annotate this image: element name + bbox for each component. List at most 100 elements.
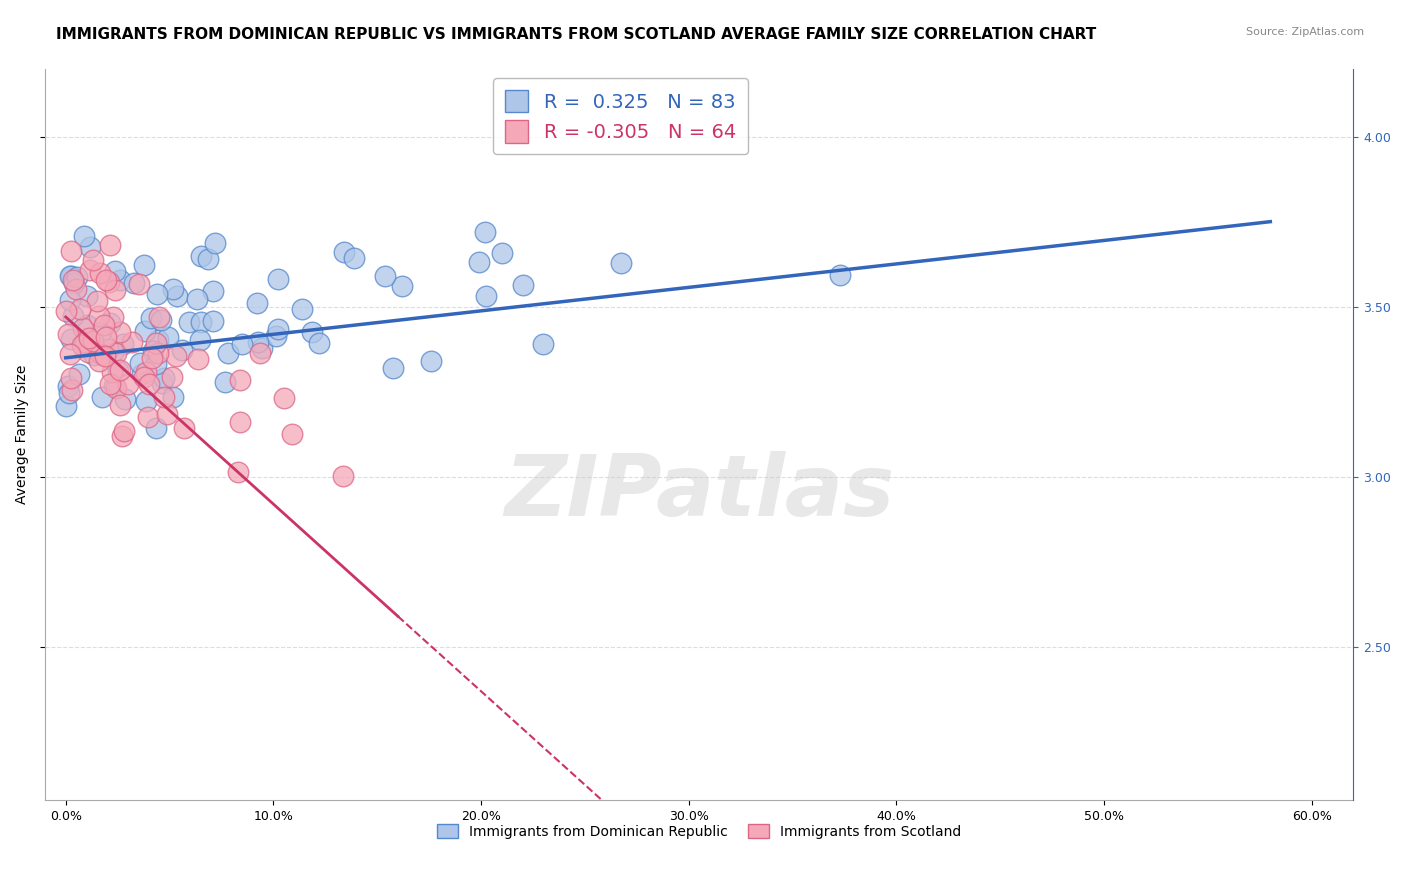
Point (135, 393, 157, 408)
Point (162, 390, 184, 404)
Point (121, 334, 143, 349)
Point (281, 426, 304, 441)
Point (391, 278, 413, 293)
Point (56, 379, 79, 393)
Point (72, 340, 94, 354)
Legend: Immigrants from Dominican Republic, Immigrants from Scotland: Immigrants from Dominican Republic, Immi… (432, 819, 967, 845)
Point (148, 310, 170, 324)
Point (58, 386, 80, 401)
Point (104, 284, 127, 298)
Point (468, 254, 491, 268)
Point (162, 282, 184, 296)
Point (128, 277, 150, 291)
Point (135, 365, 157, 379)
Text: ZIPatlas: ZIPatlas (505, 451, 894, 534)
Point (142, 344, 165, 359)
Point (98, 275, 121, 289)
Point (830, 268, 852, 282)
Point (229, 374, 252, 388)
Point (104, 264, 127, 278)
Point (76, 318, 98, 332)
Point (132, 258, 155, 272)
Y-axis label: Average Family Size: Average Family Size (15, 365, 30, 504)
Point (98, 316, 121, 330)
Point (474, 225, 496, 239)
Point (56, 327, 79, 342)
Point (190, 249, 212, 263)
Point (82, 334, 104, 348)
Point (533, 336, 555, 351)
Point (134, 324, 156, 338)
Point (89, 266, 111, 280)
Point (73, 228, 96, 243)
Point (475, 289, 498, 303)
Point (333, 244, 356, 259)
Point (89, 326, 111, 341)
Point (101, 345, 124, 359)
Point (157, 330, 180, 344)
Point (201, 285, 224, 299)
Point (149, 312, 172, 326)
Point (308, 335, 330, 350)
Point (91, 390, 114, 404)
Point (65, 282, 87, 296)
Point (73, 334, 96, 349)
Point (66, 270, 89, 285)
Point (291, 302, 314, 317)
Point (117, 376, 139, 391)
Point (80, 335, 103, 350)
Point (145, 421, 167, 435)
Point (101, 310, 124, 325)
Point (59, 268, 82, 283)
Point (59, 347, 82, 361)
Point (122, 276, 145, 290)
Point (59, 268, 82, 283)
Point (204, 235, 226, 250)
Point (267, 272, 290, 286)
Point (60, 383, 83, 397)
Point (267, 321, 290, 335)
Point (108, 398, 131, 412)
Point (138, 410, 160, 425)
Point (172, 343, 194, 357)
Point (301, 326, 323, 340)
Point (156, 407, 179, 421)
Point (129, 356, 152, 370)
Point (138, 376, 160, 391)
Point (82, 252, 104, 267)
Point (231, 336, 253, 351)
Point (69, 302, 91, 317)
Point (89, 354, 111, 368)
Point (105, 381, 128, 395)
Point (141, 351, 163, 366)
Point (139, 311, 162, 326)
Point (491, 246, 513, 260)
Point (94, 329, 117, 343)
Point (226, 465, 249, 479)
Point (145, 335, 167, 350)
Point (153, 370, 176, 384)
Point (100, 366, 122, 380)
Point (332, 469, 354, 483)
Point (79, 262, 101, 277)
Point (79, 240, 101, 254)
Point (153, 390, 176, 404)
Point (86, 293, 108, 308)
Point (214, 376, 236, 390)
Point (62, 273, 84, 287)
Point (72, 320, 94, 334)
Point (190, 315, 212, 329)
Point (90, 347, 112, 361)
Point (146, 286, 169, 301)
Point (93, 318, 115, 333)
Point (63, 276, 86, 290)
Point (100, 376, 122, 391)
Point (76, 289, 98, 303)
Point (165, 349, 187, 363)
Point (374, 268, 396, 283)
Point (112, 424, 135, 438)
Point (160, 369, 183, 384)
Point (246, 334, 269, 349)
Point (93, 349, 115, 363)
Point (87, 309, 110, 323)
